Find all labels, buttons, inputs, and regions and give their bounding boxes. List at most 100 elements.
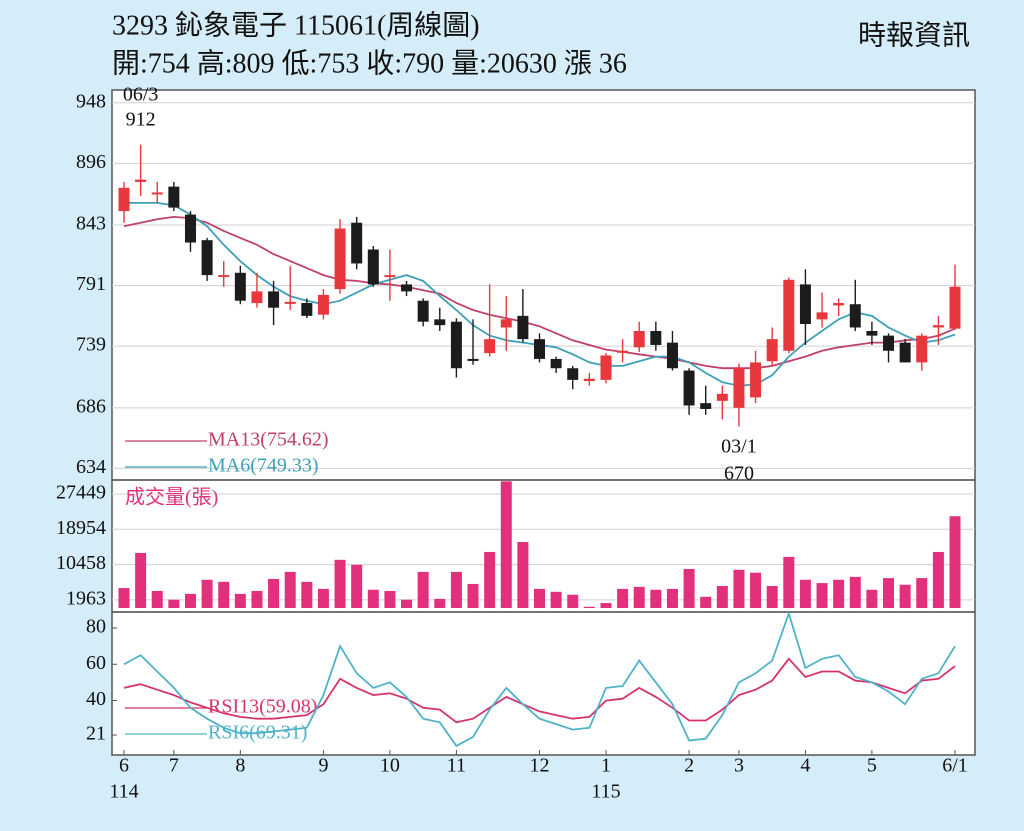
series-line <box>123 610 956 748</box>
legend-label: RSI13(59.08) <box>208 696 317 718</box>
x-tick-label: 2 <box>684 755 694 777</box>
volume-bar <box>916 578 928 609</box>
volume-bar <box>633 586 645 609</box>
candle-body <box>184 214 196 243</box>
volume-bar <box>733 569 745 609</box>
candle-body <box>833 303 845 306</box>
volume-bar <box>617 588 629 609</box>
candle-body <box>334 228 346 290</box>
y-tick-label: 843 <box>76 213 106 235</box>
y-tick-label: 40 <box>86 688 106 710</box>
y-tick-label: 80 <box>86 616 106 638</box>
volume-bar <box>866 589 878 609</box>
candle-body <box>716 393 728 401</box>
candle-body <box>766 339 778 362</box>
volume-bar <box>600 603 612 609</box>
y-tick-label: 791 <box>76 273 106 295</box>
candle-body <box>351 222 363 264</box>
y-tick-label: 739 <box>76 334 106 356</box>
volume-bar <box>899 584 911 609</box>
legend-label: RSI6(69.31) <box>208 722 307 744</box>
x-tick-label: 9 <box>318 755 328 777</box>
candle-body <box>666 342 678 369</box>
high-date: 06/3 <box>123 84 159 106</box>
summary: 開:754 高:809 低:753 收:790 量:20630 漲 36 <box>112 47 627 79</box>
volume-bar <box>517 541 529 609</box>
candle-body <box>750 362 762 398</box>
candle-body <box>218 275 230 278</box>
volume-bar <box>467 583 479 609</box>
volume-bar <box>135 552 147 609</box>
volume-bar <box>833 579 845 609</box>
volume-bar <box>168 599 180 609</box>
candle-body <box>151 192 163 195</box>
x-tick-label: 10 <box>380 755 400 777</box>
x-tick-label: 6/1 <box>942 755 968 777</box>
volume-bar <box>650 589 662 609</box>
volume-bar <box>201 579 213 609</box>
volume-bar <box>268 578 280 609</box>
high-value: 912 <box>126 109 156 131</box>
candle-body <box>700 403 712 409</box>
volume-bar <box>816 583 828 609</box>
candle-body <box>783 279 795 351</box>
volume-bar <box>434 598 446 609</box>
low-date: 03/1 <box>721 436 757 458</box>
legend-label: MA13(754.62) <box>208 429 329 451</box>
candle-body <box>916 335 928 363</box>
volume-bar <box>700 596 712 609</box>
volume-bar <box>284 571 296 609</box>
volume-bar <box>666 588 678 609</box>
volume-bar <box>401 599 413 609</box>
volume-bar <box>234 593 246 609</box>
volume-bar <box>484 551 496 609</box>
candle-body <box>401 284 413 292</box>
series-line <box>123 657 956 724</box>
candle-body <box>450 321 462 369</box>
candle-body <box>816 312 828 320</box>
x-tick-label: 11 <box>447 755 466 777</box>
year-label: 114 <box>109 781 138 803</box>
series-line <box>123 215 956 370</box>
volume-bar <box>932 551 944 609</box>
candle-body <box>467 358 479 361</box>
candle-body <box>534 339 545 359</box>
candle-body <box>500 319 512 328</box>
volume-bar <box>716 585 728 609</box>
volume-bar <box>534 588 545 609</box>
year-label: 115 <box>591 781 620 803</box>
candle-body <box>733 368 745 408</box>
x-tick-label: 1 <box>601 755 611 777</box>
candle-body <box>168 186 180 208</box>
panel-title: 成交量(張) <box>125 486 218 509</box>
volume-bar <box>683 568 695 609</box>
candle-body <box>932 325 944 328</box>
candle-body <box>550 358 562 369</box>
volume-bar <box>949 516 961 609</box>
candle-body <box>949 286 961 329</box>
candle-body <box>135 179 147 182</box>
x-tick-label: 4 <box>800 755 810 777</box>
candle-body <box>417 300 429 322</box>
volume-bar <box>367 589 379 609</box>
candle-body <box>234 272 246 301</box>
volume-bar <box>883 578 895 609</box>
source: 時報資訊 <box>858 19 970 51</box>
candle-body <box>251 291 263 304</box>
volume-bar <box>799 579 811 609</box>
x-tick-label: 8 <box>235 755 245 777</box>
candle-body <box>284 301 296 304</box>
volume-bar <box>783 556 795 609</box>
low-value: 670 <box>724 463 754 485</box>
candle-body <box>434 319 446 326</box>
candle-body <box>650 330 662 345</box>
volume-bar <box>750 572 762 609</box>
volume-bar <box>417 571 429 609</box>
candle-body <box>317 294 329 315</box>
y-tick-label: 896 <box>76 151 106 173</box>
candle-body <box>367 249 379 285</box>
volume-bar <box>384 590 396 609</box>
volume-bar <box>500 481 512 609</box>
y-tick-label: 634 <box>76 456 106 478</box>
